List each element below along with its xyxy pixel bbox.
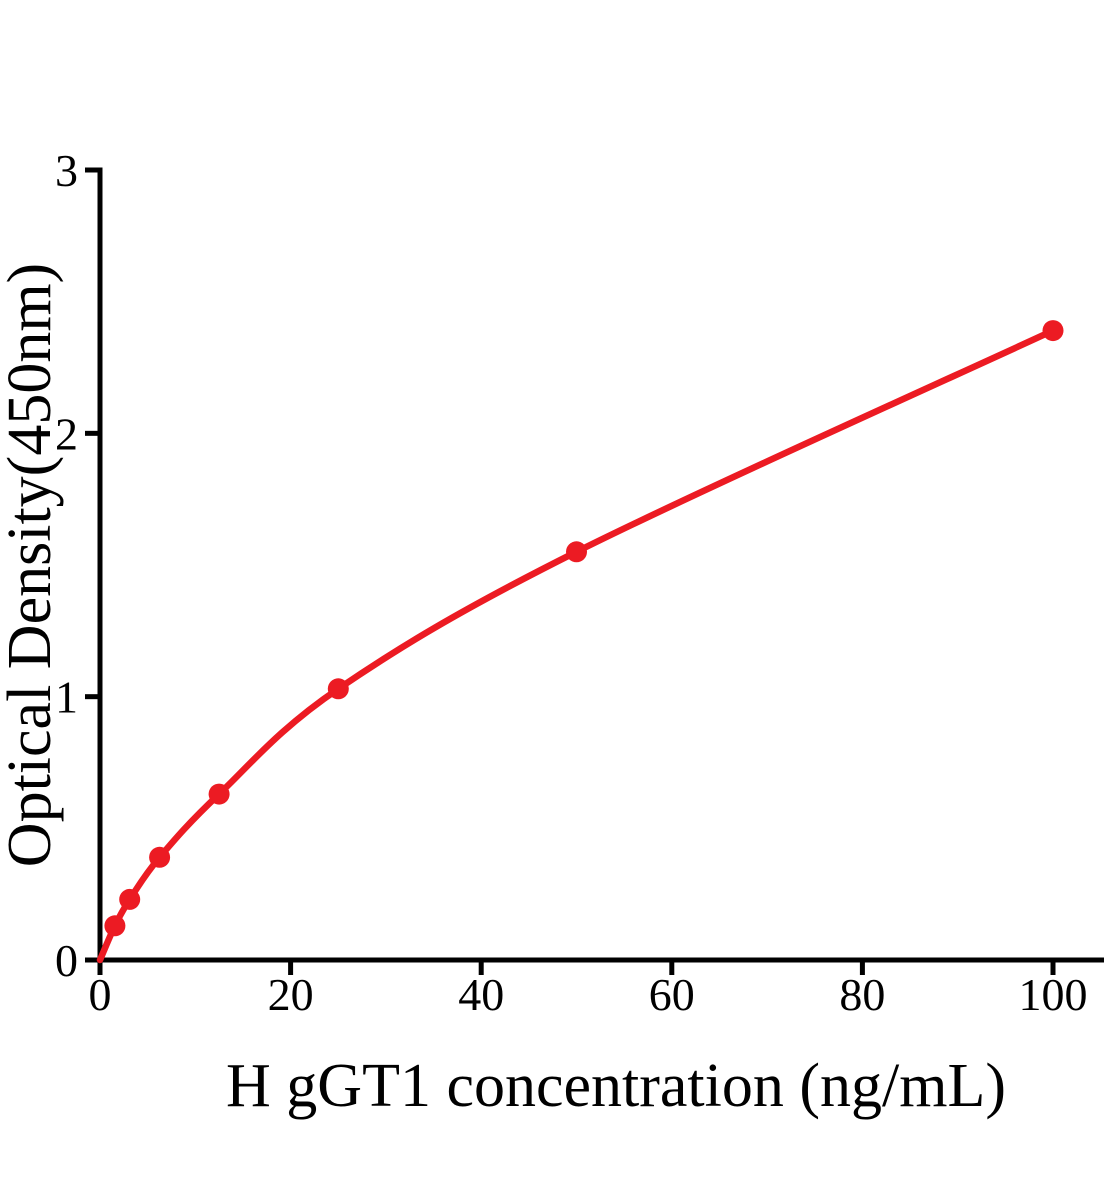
x-tick-label: 80 (839, 969, 885, 1020)
x-tick-label: 100 (1019, 969, 1088, 1020)
x-tick-label: 0 (89, 969, 112, 1020)
data-point-marker (104, 915, 126, 937)
axes-group (97, 167, 1104, 963)
data-point-marker (327, 678, 349, 700)
markers-group (104, 320, 1064, 937)
data-point-marker (119, 888, 141, 910)
y-tick-label: 1 (55, 672, 78, 723)
y-tick-label: 0 (55, 935, 78, 986)
data-point-marker (1042, 320, 1064, 342)
data-point-marker (208, 783, 230, 805)
y-axis-title: Optical Density(450nm) (0, 263, 64, 867)
x-tick-label: 20 (268, 969, 314, 1020)
x-ticks-group: 0 20 40 60 80 100 (89, 960, 1088, 1020)
y-ticks-group: 0 1 2 3 (55, 145, 100, 986)
data-point-marker (149, 846, 171, 868)
standard-curve-line (96, 327, 1057, 964)
data-point-marker (566, 541, 587, 563)
x-tick-label: 60 (649, 969, 695, 1020)
y-tick-label: 2 (55, 408, 78, 459)
plot-area: 0 20 40 60 80 100 0 1 2 3 (55, 145, 1104, 1020)
y-tick-label: 3 (55, 145, 78, 196)
x-tick-label: 40 (458, 969, 504, 1020)
x-axis-title: H gGT1 concentration (ng/mL) (226, 1052, 1006, 1120)
